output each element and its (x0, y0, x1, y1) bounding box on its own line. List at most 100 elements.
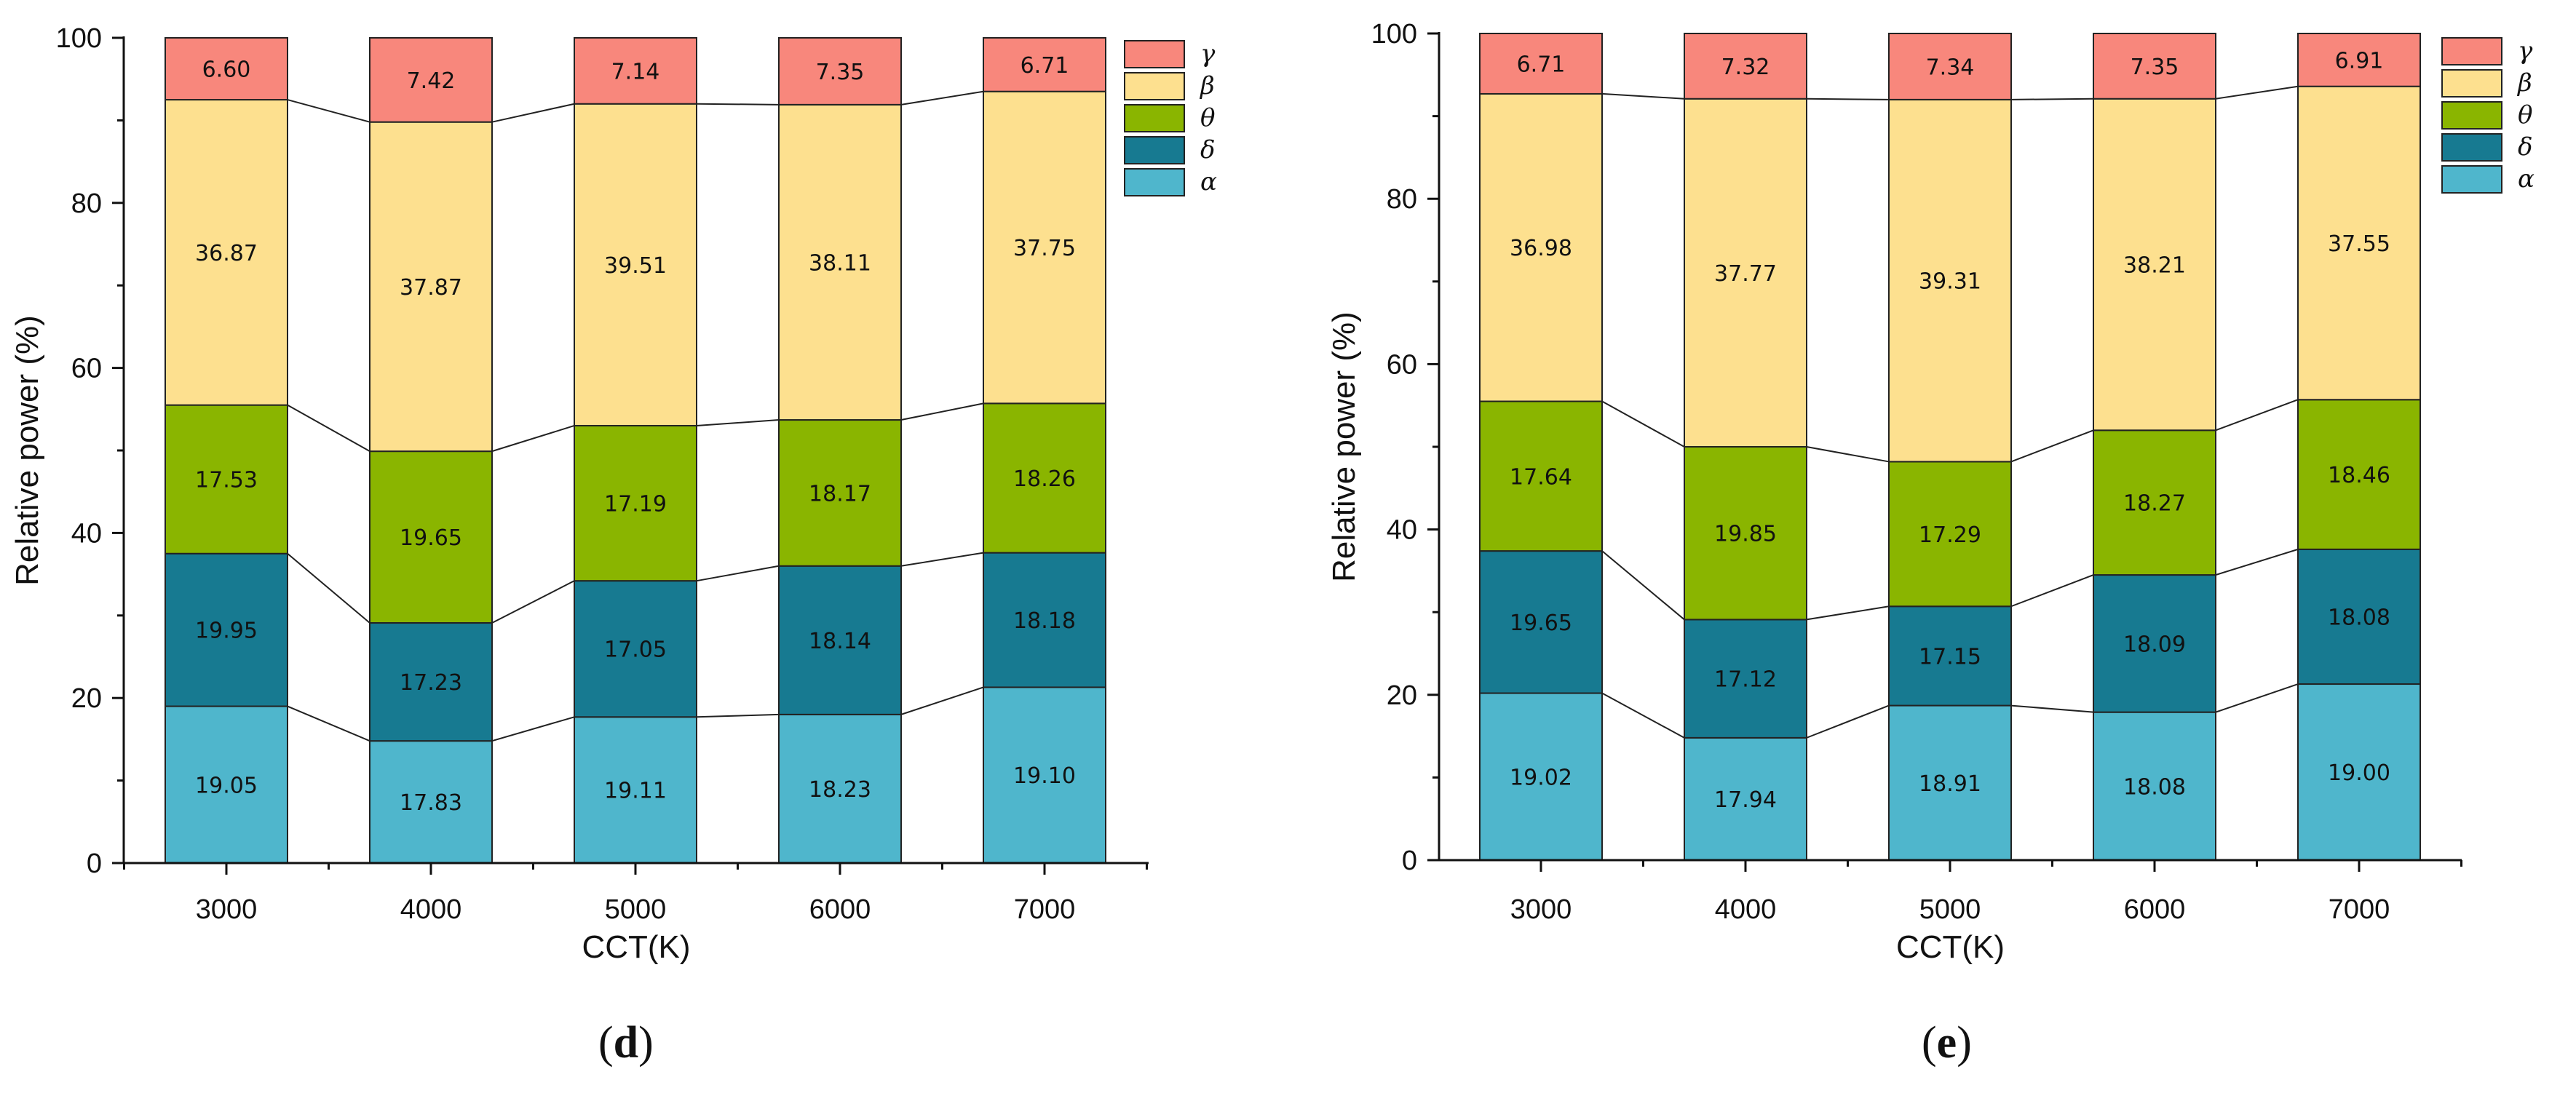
segment-value-label: 37.55 (2328, 231, 2390, 257)
bars (1479, 33, 2421, 862)
bar-segment-beta-4000 (1684, 98, 1807, 448)
legend-label-theta: θ (2518, 100, 2532, 130)
panel-caption-letter: e (1936, 1018, 1957, 1068)
y-tick-label: 100 (1371, 19, 1417, 49)
y-tick-label: 80 (71, 188, 102, 219)
segment-value-label: 6.71 (1021, 53, 1069, 79)
connector-theta-2 (696, 419, 780, 426)
y-tick-label: 20 (71, 683, 102, 714)
segment-value-label: 19.10 (1013, 763, 1076, 789)
legend-label-alpha: α (1200, 167, 1217, 196)
segment-value-label: 18.17 (809, 481, 871, 506)
connector-alpha-1 (491, 716, 575, 742)
bar-segment-beta-3000 (165, 99, 288, 406)
stacked-bar-chart-e: 19.02 17.94 18.91 18.08 19.00 19.65 17.12 17.15… (1326, 19, 2535, 965)
x-tick-label: 4000 (1715, 894, 1777, 925)
connector-alpha-2 (696, 713, 780, 718)
connector-beta-1 (491, 103, 575, 123)
bar-segment-delta-5000 (1888, 605, 2012, 707)
segment-value-label: 37.77 (1714, 261, 1777, 287)
x-tick-label: 6000 (2124, 894, 2186, 925)
legend-label-alpha: α (2518, 164, 2535, 194)
bar-segment-theta-4000 (369, 450, 493, 624)
segment-value-label: 18.08 (2123, 774, 2186, 800)
bar-segment-gamma-4000 (369, 37, 493, 123)
legend-swatch-beta (2441, 69, 2502, 98)
connector-alpha-3 (900, 686, 984, 715)
connector-beta-3 (900, 90, 984, 106)
bar-segment-gamma-7000 (983, 37, 1106, 92)
bar-segment-beta-5000 (1888, 98, 2012, 463)
legend-swatch-delta (1124, 136, 1185, 164)
y-axis-title: Relative power (%) (1326, 311, 1362, 582)
legend-swatch-gamma (1124, 40, 1185, 68)
bar-segment-gamma-7000 (2297, 33, 2421, 87)
segment-value-label: 18.91 (1919, 771, 1981, 797)
bar-segment-delta-6000 (778, 565, 902, 715)
connector-delta-3 (900, 552, 984, 567)
segment-value-label: 19.65 (1510, 611, 1572, 636)
bar-segment-beta-3000 (1479, 92, 1603, 402)
connector-theta-0 (287, 404, 370, 453)
x-tick-label: 7000 (1014, 894, 1076, 925)
connector-theta-2 (2010, 429, 2094, 463)
bar-segment-delta-3000 (165, 552, 288, 707)
bar-segment-gamma-3000 (1479, 33, 1603, 95)
y-tick-label: 80 (1387, 184, 1417, 215)
bar-segment-beta-7000 (983, 90, 1106, 405)
legend-label-beta: β (2516, 68, 2532, 98)
bar-segment-alpha-7000 (2297, 683, 2421, 861)
connector-theta-0 (1601, 400, 1685, 448)
x-tick-label: 6000 (809, 894, 871, 925)
panel-caption-letter: d (613, 1018, 639, 1068)
bar-segment-delta-7000 (2297, 548, 2421, 685)
x-tick-label: 3000 (1510, 894, 1572, 925)
segment-value-label: 19.95 (195, 619, 258, 644)
bar-segment-alpha-4000 (369, 740, 493, 865)
legend-label-delta: δ (1200, 135, 1215, 164)
bar-segment-theta-6000 (2093, 429, 2216, 576)
connector-delta-2 (2010, 574, 2094, 608)
bar-segment-theta-7000 (983, 402, 1106, 554)
segment-value-label: 7.14 (611, 59, 660, 84)
segment-value-label: 19.02 (1510, 765, 1572, 790)
x-tick-label: 7000 (2329, 894, 2390, 925)
segment-value-label: 36.87 (195, 241, 258, 266)
y-tick-label: 0 (1402, 846, 1417, 876)
segment-value-label: 18.26 (1013, 466, 1076, 492)
chart-panel-e: 19.02 17.94 18.91 18.08 19.00 19.65 17.12 17.15… (1288, 0, 2576, 1093)
legend-swatch-theta (2441, 101, 2502, 130)
connector-lines (287, 90, 984, 742)
connector-beta-2 (2010, 98, 2094, 100)
connector-beta-1 (1806, 98, 1890, 100)
segment-value-label: 19.11 (604, 779, 667, 804)
segment-value-label: 36.98 (1510, 236, 1572, 261)
segment-value-label: 7.42 (407, 68, 456, 94)
segment-value-label: 19.05 (195, 773, 258, 798)
bar-segment-theta-3000 (1479, 400, 1603, 552)
bar-segment-gamma-6000 (778, 37, 902, 106)
y-axis-title: Relative power (%) (9, 315, 45, 586)
segment-value-label: 17.23 (400, 670, 462, 696)
y-tick-label: 40 (1387, 515, 1417, 546)
x-tick-label: 4000 (400, 894, 462, 925)
x-axis-title: CCT(K) (1896, 929, 2005, 965)
y-tick-label: 20 (1387, 680, 1417, 711)
bar-segment-theta-5000 (574, 424, 697, 582)
legend-swatch-beta (1124, 72, 1185, 100)
segment-value-label: 18.27 (2123, 491, 2186, 517)
segment-value-label: 17.19 (604, 492, 667, 517)
x-tick-label: 3000 (196, 894, 258, 925)
legend-swatch-delta (2441, 133, 2502, 162)
y-tick-label: 40 (71, 518, 102, 549)
legend-swatch-theta (1124, 104, 1185, 132)
bar-segment-theta-4000 (1684, 446, 1807, 621)
segment-value-label: 17.53 (195, 468, 258, 493)
segment-value-label: 18.23 (809, 777, 871, 803)
panel-caption-e: (e) (1922, 1018, 1972, 1068)
bar-segment-theta-3000 (165, 404, 288, 555)
chart-panel-d: 19.05 17.83 19.11 18.23 19.10 19.95 17.23 17.05… (9, 23, 1217, 1068)
x-tick-label: 5000 (605, 894, 667, 925)
segment-value-label: 18.14 (809, 629, 871, 654)
bar-segment-alpha-3000 (165, 705, 288, 864)
